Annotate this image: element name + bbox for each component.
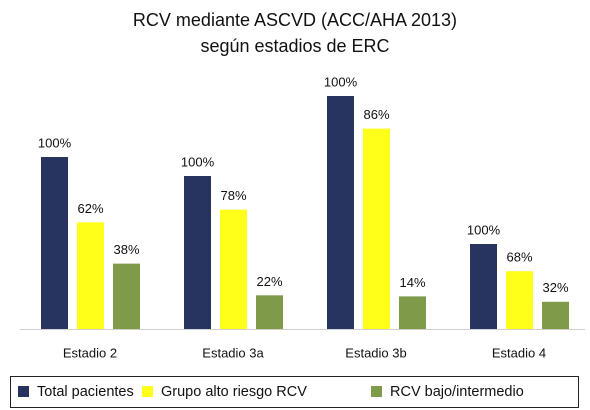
chart-subtitle: según estadios de ERC [200, 36, 389, 56]
legend-swatch [371, 386, 382, 397]
legend-label: Grupo alto riesgo RCV [161, 384, 307, 400]
bar [506, 271, 533, 329]
chart-title: RCV mediante ASCVD (ACC/AHA 2013) [133, 10, 457, 30]
legend-swatch [18, 386, 29, 397]
value-label: 62% [77, 201, 103, 216]
bar [41, 157, 68, 329]
legend-swatch [142, 386, 153, 397]
bar [542, 301, 569, 329]
legend-label: RCV bajo/intermedio [390, 384, 524, 400]
value-label: 38% [113, 242, 139, 257]
value-label: 78% [220, 188, 246, 203]
bar [77, 222, 104, 329]
x-tick-label: Estadio 2 [63, 345, 117, 360]
bar [327, 96, 354, 329]
legend-box [10, 376, 579, 408]
bar [399, 296, 426, 329]
value-label: 100% [467, 222, 501, 237]
value-label: 100% [324, 74, 358, 89]
x-tick-label: Estadio 4 [492, 345, 546, 360]
bar [220, 209, 247, 329]
value-label: 14% [399, 275, 425, 290]
legend-label: Total pacientes [37, 384, 134, 400]
x-tick-label: Estadio 3b [345, 345, 406, 360]
value-label: 86% [363, 107, 389, 122]
bar [256, 295, 283, 329]
bar [184, 176, 211, 329]
value-label: 68% [506, 250, 532, 265]
value-label: 100% [181, 154, 215, 169]
value-label: 100% [38, 135, 72, 150]
x-tick-label: Estadio 3a [202, 345, 264, 360]
bar [113, 263, 140, 329]
value-label: 22% [256, 274, 282, 289]
value-label: 32% [542, 280, 568, 295]
bar [363, 128, 390, 329]
bar [470, 244, 497, 329]
